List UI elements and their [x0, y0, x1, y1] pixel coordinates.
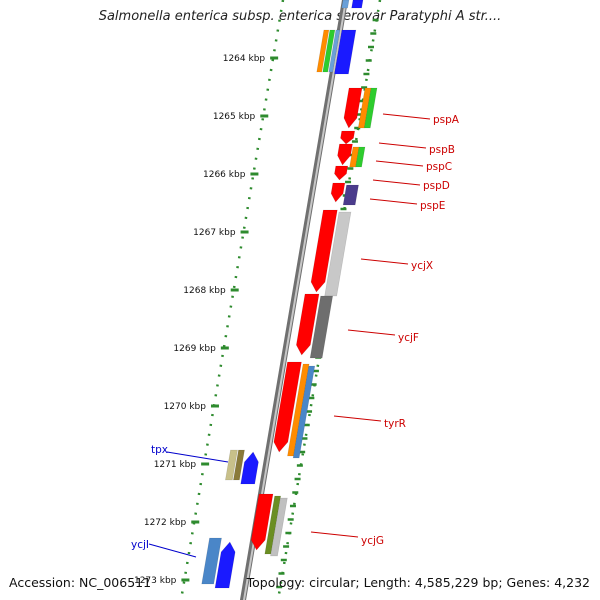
- feature-ycjX-gray: [324, 211, 352, 297]
- feature-pspC: [337, 143, 353, 166]
- leader-line-ycjI: [148, 543, 197, 558]
- leader-line-pspB: [378, 142, 427, 149]
- feature-ycjG: [250, 493, 274, 551]
- gene-label-ycjG: ycjG: [361, 535, 384, 547]
- feature-tpx-olive: [233, 449, 245, 481]
- ruler-tick-label: 1269 kbp: [173, 344, 216, 354]
- feature-ycjG-olive: [264, 495, 282, 555]
- ruler-tick-label: 1267 kbp: [193, 228, 236, 238]
- feature-layer: [201, 0, 378, 589]
- ruler-tick-label: 1265 kbp: [213, 112, 256, 122]
- leader-line-pspD: [372, 179, 421, 186]
- feature-lightblue: [328, 29, 341, 73]
- gene-label-pspB: pspB: [429, 144, 455, 156]
- feature-green: [322, 29, 336, 73]
- ruler-tick-label: 1264 kbp: [223, 54, 266, 64]
- feature-top-lightblue: [341, 0, 350, 9]
- gene-label-tpx: tpx: [151, 444, 168, 456]
- label-layer: pspA pspB pspC pspD pspE ycjX ycjF tyrR ycjG tpx y…: [131, 113, 460, 558]
- ruler-tick-label: 1271 kbp: [154, 460, 197, 470]
- ruler-tick-label: 1268 kbp: [183, 286, 226, 296]
- feature-pspA: [343, 87, 363, 129]
- gene-label-pspE: pspE: [420, 200, 445, 212]
- feature-blue: [334, 29, 357, 75]
- feature-tpx: [240, 451, 259, 485]
- leader-line-tpx: [166, 451, 229, 463]
- gene-label-pspA: pspA: [433, 114, 460, 126]
- feature-ycjI-lightblue: [201, 537, 222, 585]
- ruler-tick-label: 1272 kbp: [144, 518, 187, 528]
- feature-tpx-tan: [225, 449, 238, 481]
- gene-label-tyrR: tyrR: [384, 418, 406, 430]
- leader-line-tyrR: [333, 415, 382, 422]
- feature-top-blue: [351, 0, 364, 9]
- leader-line-pspC: [375, 160, 424, 167]
- map-title: Salmonella enterica subsp. enterica sero…: [98, 9, 502, 24]
- topology-summary: Topology: circular; Length: 4,585,229 bp…: [246, 575, 590, 590]
- feature-ycjF-gray: [309, 295, 334, 359]
- leader-line-ycjG: [310, 531, 359, 538]
- feature-tyrR-blue: [292, 365, 316, 459]
- feature-pspB: [340, 130, 356, 145]
- leader-line-ycjF: [347, 329, 396, 336]
- feature-pspE: [330, 182, 346, 203]
- ruler-left-dotted-line: [179, 0, 285, 600]
- feature-pspE-purple: [342, 184, 359, 206]
- feature-ycjF: [296, 293, 320, 356]
- gene-label-pspD: pspD: [423, 180, 450, 192]
- feature-pspC-green: [355, 146, 366, 168]
- feature-pspA-green: [363, 87, 378, 129]
- feature-tyrR: [273, 361, 302, 453]
- leader-line-pspE: [369, 198, 418, 205]
- leader-line-ycjX: [360, 258, 409, 265]
- ruler-tick-label: 1273 kbp: [134, 576, 177, 586]
- feature-ycjX: [310, 209, 338, 293]
- gene-label-ycjX: ycjX: [411, 260, 433, 272]
- feature-orange: [316, 29, 330, 73]
- leader-line-pspA: [382, 113, 431, 120]
- feature-pspD: [334, 165, 349, 181]
- feature-tyrR-orange: [287, 363, 310, 457]
- gene-label-pspC: pspC: [426, 161, 452, 173]
- gene-label-ycjF: ycjF: [398, 332, 419, 344]
- accession-text: Accession: NC_006511: [9, 575, 152, 590]
- feature-ycjG-gray: [270, 497, 288, 557]
- feature-ycjI: [214, 541, 236, 589]
- ruler-tick-label: 1270 kbp: [164, 402, 207, 412]
- ruler-tick-label: 1266 kbp: [203, 170, 246, 180]
- gene-label-ycjI: ycjI: [131, 539, 149, 551]
